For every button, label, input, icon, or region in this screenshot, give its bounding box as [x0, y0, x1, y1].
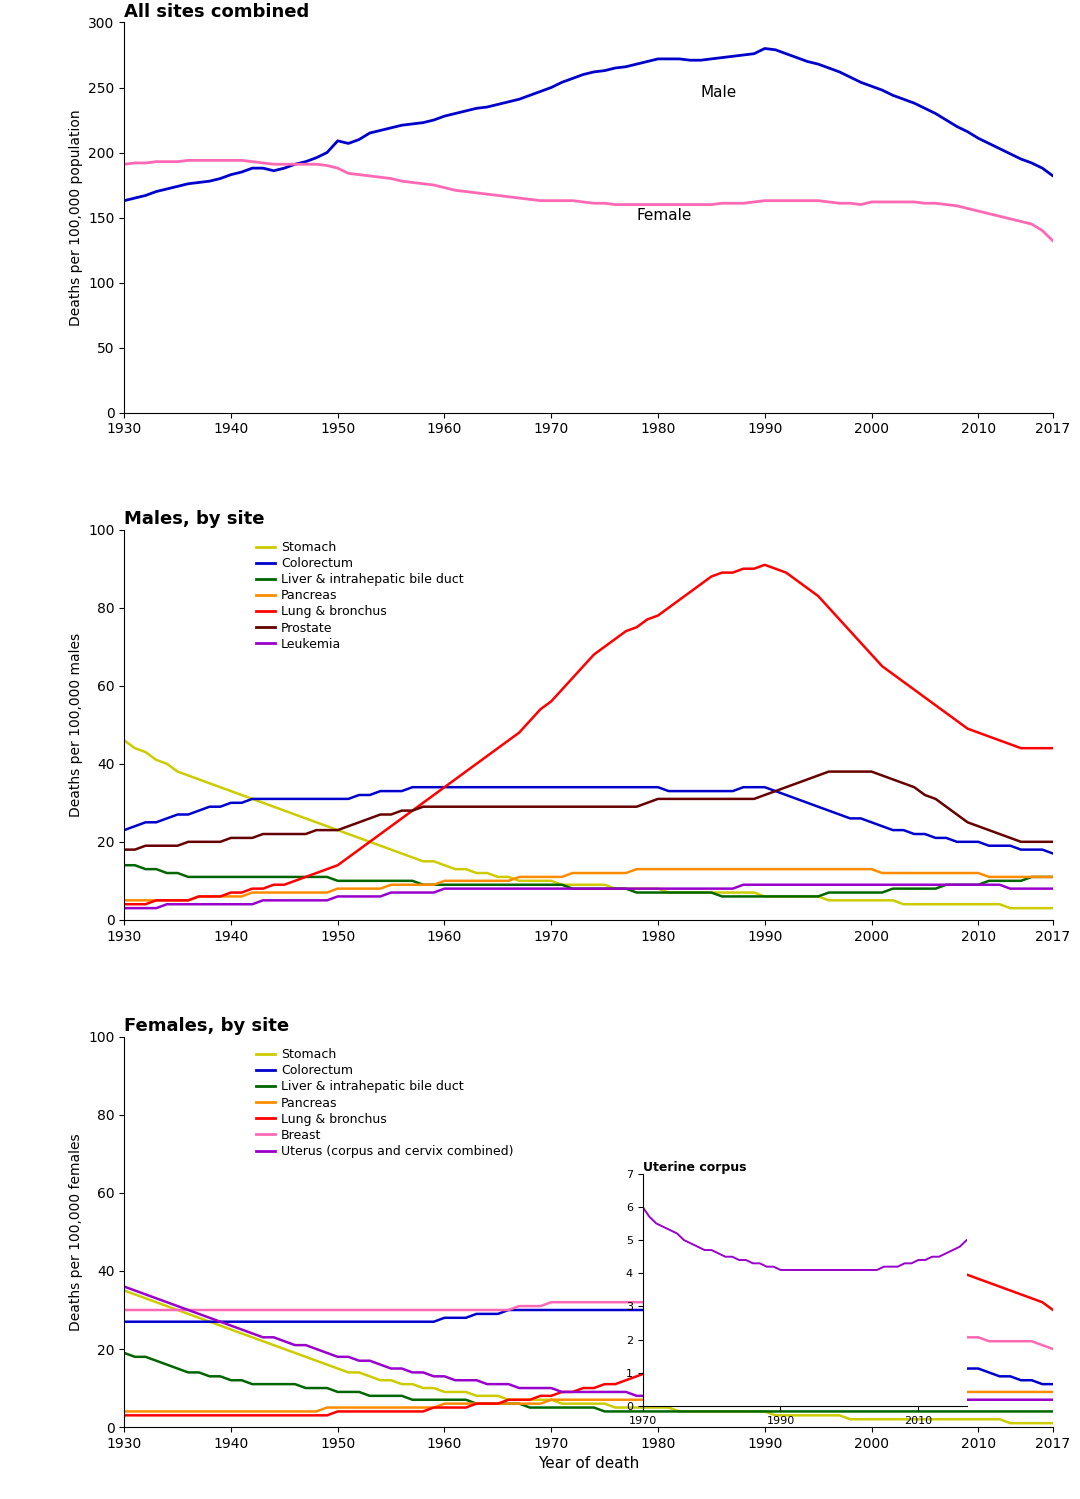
Text: Males, by site: Males, by site	[124, 510, 265, 528]
Text: Uterine corpus: Uterine corpus	[643, 1160, 746, 1174]
Text: Male: Male	[701, 84, 737, 99]
Legend: Stomach, Colorectum, Liver & intrahepatic bile duct, Pancreas, Lung & bronchus, : Stomach, Colorectum, Liver & intrahepati…	[252, 1043, 518, 1163]
Y-axis label: Deaths per 100,000 females: Deaths per 100,000 females	[68, 1133, 82, 1331]
Y-axis label: Deaths per 100,000 population: Deaths per 100,000 population	[68, 109, 82, 325]
Text: Females, by site: Females, by site	[124, 1018, 289, 1036]
Legend: Stomach, Colorectum, Liver & intrahepatic bile duct, Pancreas, Lung & bronchus, : Stomach, Colorectum, Liver & intrahepati…	[252, 537, 469, 655]
Text: All sites combined: All sites combined	[124, 3, 310, 21]
Y-axis label: Deaths per 100,000 males: Deaths per 100,000 males	[68, 633, 82, 817]
Text: Female: Female	[636, 208, 692, 223]
X-axis label: Year of death: Year of death	[538, 1457, 639, 1472]
